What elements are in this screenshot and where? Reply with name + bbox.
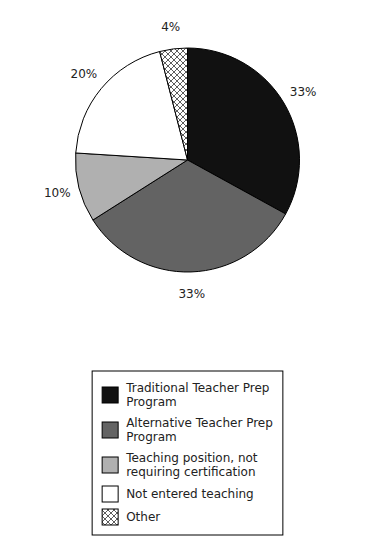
legend-label: Alternative Teacher PrepProgram bbox=[126, 416, 273, 444]
legend-swatch bbox=[102, 387, 118, 403]
data-labels: 33% 33% 10% 20% 4% bbox=[44, 20, 317, 302]
pie bbox=[76, 48, 300, 272]
data-label: 10% bbox=[44, 186, 71, 200]
data-label: 20% bbox=[71, 67, 98, 81]
legend-swatch bbox=[102, 422, 118, 438]
chart: 33% 33% 10% 20% 4% Traditional Teacher PrepPr… bbox=[0, 0, 375, 545]
legend: Traditional Teacher PrepProgram Alternati… bbox=[92, 371, 283, 535]
pie-slice bbox=[160, 48, 188, 160]
data-label: 33% bbox=[178, 287, 205, 301]
legend-label: Teaching position, notrequiring certific… bbox=[125, 451, 258, 479]
pie-slice bbox=[76, 153, 188, 220]
legend-label: Not entered teaching bbox=[126, 487, 254, 501]
data-label: 33% bbox=[290, 85, 317, 99]
data-label: 4% bbox=[161, 20, 180, 34]
legend-label: Other bbox=[126, 510, 160, 524]
legend-frame bbox=[92, 371, 283, 535]
legend-label: Traditional Teacher PrepProgram bbox=[125, 381, 269, 409]
legend-swatch bbox=[102, 457, 118, 473]
legend-swatch bbox=[102, 509, 118, 525]
legend-swatch bbox=[102, 486, 118, 502]
